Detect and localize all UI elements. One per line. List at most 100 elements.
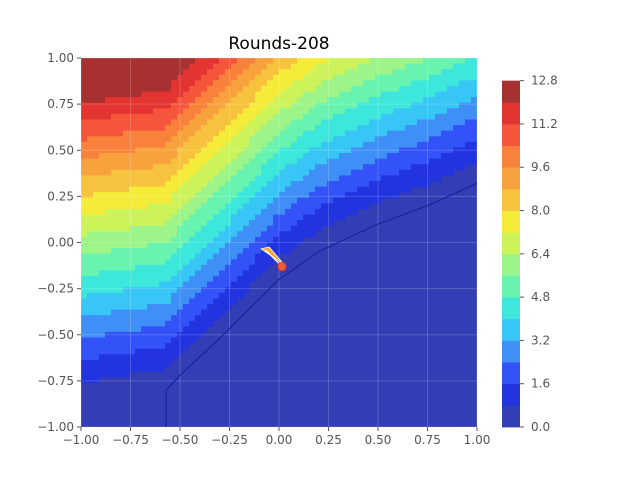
contour-cell (243, 236, 250, 244)
contour-cell (369, 136, 376, 143)
contour-cell (429, 175, 436, 182)
contour-cell (201, 85, 208, 93)
contour-cell (249, 85, 256, 93)
contour-cell (153, 74, 160, 81)
contour-cell (171, 113, 178, 121)
contour-cell (381, 74, 388, 81)
contour-cell (345, 164, 352, 171)
contour-cell (327, 192, 334, 199)
contour-cell (435, 80, 442, 87)
contour-cell (369, 197, 376, 204)
contour-cell (249, 248, 256, 255)
contour-cell (93, 141, 100, 149)
contour-cell (111, 197, 118, 204)
contour-cell (219, 276, 226, 283)
contour-cell (159, 102, 166, 109)
contour-cell (345, 130, 352, 137)
contour-cell (255, 147, 262, 154)
contour-cell (171, 97, 178, 104)
contour-cell (213, 287, 220, 294)
contour-cell (201, 281, 208, 288)
contour-cell (243, 169, 250, 177)
contour-cell (333, 91, 340, 98)
contour-cell (105, 326, 112, 333)
contour-cell (189, 97, 196, 104)
contour-cell (291, 175, 298, 182)
contour-cell (117, 136, 124, 143)
contour-cell (81, 337, 88, 344)
contour-cell (273, 164, 280, 171)
contour-cell (249, 203, 256, 210)
colorbar-band (502, 145, 520, 168)
contour-cell (243, 181, 250, 188)
contour-cell (117, 113, 124, 121)
contour-cell (189, 298, 196, 305)
contour-cell (285, 231, 292, 238)
contour-cell (273, 169, 280, 177)
contour-cell (129, 214, 136, 221)
contour-cell (459, 130, 466, 137)
contour-cell (207, 153, 214, 160)
contour-cell (207, 186, 214, 193)
contour-cell (279, 236, 286, 244)
contour-cell (399, 74, 406, 81)
contour-cell (411, 63, 418, 70)
contour-cell (81, 281, 88, 288)
contour-cell (117, 108, 124, 115)
contour-cell (309, 91, 316, 98)
contour-cell (399, 186, 406, 193)
contour-cell (141, 225, 148, 232)
contour-cell (297, 74, 304, 81)
contour-cell (207, 181, 214, 188)
contour-cell (249, 108, 256, 115)
contour-cell (177, 253, 184, 260)
contour-cell (201, 97, 208, 104)
contour-cell (87, 281, 94, 288)
contour-cell (213, 102, 220, 109)
contour-cell (315, 58, 322, 65)
contour-cell (207, 63, 214, 70)
contour-cell (375, 63, 382, 70)
contour-cell (87, 69, 94, 76)
contour-cell (423, 169, 430, 177)
contour-cell (231, 181, 238, 188)
contour-cell (135, 315, 142, 322)
contour-cell (81, 231, 88, 238)
contour-cell (195, 192, 202, 199)
contour-cell (93, 108, 100, 115)
contour-cell (165, 119, 172, 126)
contour-cell (99, 248, 106, 255)
contour-cell (177, 153, 184, 160)
contour-cell (195, 242, 202, 249)
contour-cell (111, 69, 118, 76)
contour-cell (225, 58, 232, 65)
contour-cell (93, 175, 100, 182)
contour-cell (111, 208, 118, 216)
contour-cell (159, 113, 166, 121)
contour-cell (219, 158, 226, 165)
contour-cell (339, 181, 346, 188)
contour-cell (357, 113, 364, 121)
contour-cell (357, 74, 364, 81)
contour-cell (339, 80, 346, 87)
y-axis: −1.00−0.75−0.50−0.250.000.250.500.751.00 (37, 51, 81, 434)
contour-cell (267, 197, 274, 204)
contour-cell (153, 80, 160, 87)
contour-cell (111, 276, 118, 283)
contour-cell (405, 130, 412, 137)
contour-cell (273, 197, 280, 204)
contour-cell (447, 119, 454, 126)
contour-cell (105, 186, 112, 193)
contour-cell (135, 80, 142, 87)
contour-cell (423, 85, 430, 93)
contour-cell (231, 276, 238, 283)
contour-cell (447, 130, 454, 137)
contour-cell (183, 248, 190, 255)
contour-cell (225, 242, 232, 249)
contour-cell (99, 231, 106, 238)
contour-cell (279, 164, 286, 171)
contour-cell (87, 214, 94, 221)
contour-cell (225, 225, 232, 232)
contour-cell (123, 276, 130, 283)
contour-cell (369, 181, 376, 188)
